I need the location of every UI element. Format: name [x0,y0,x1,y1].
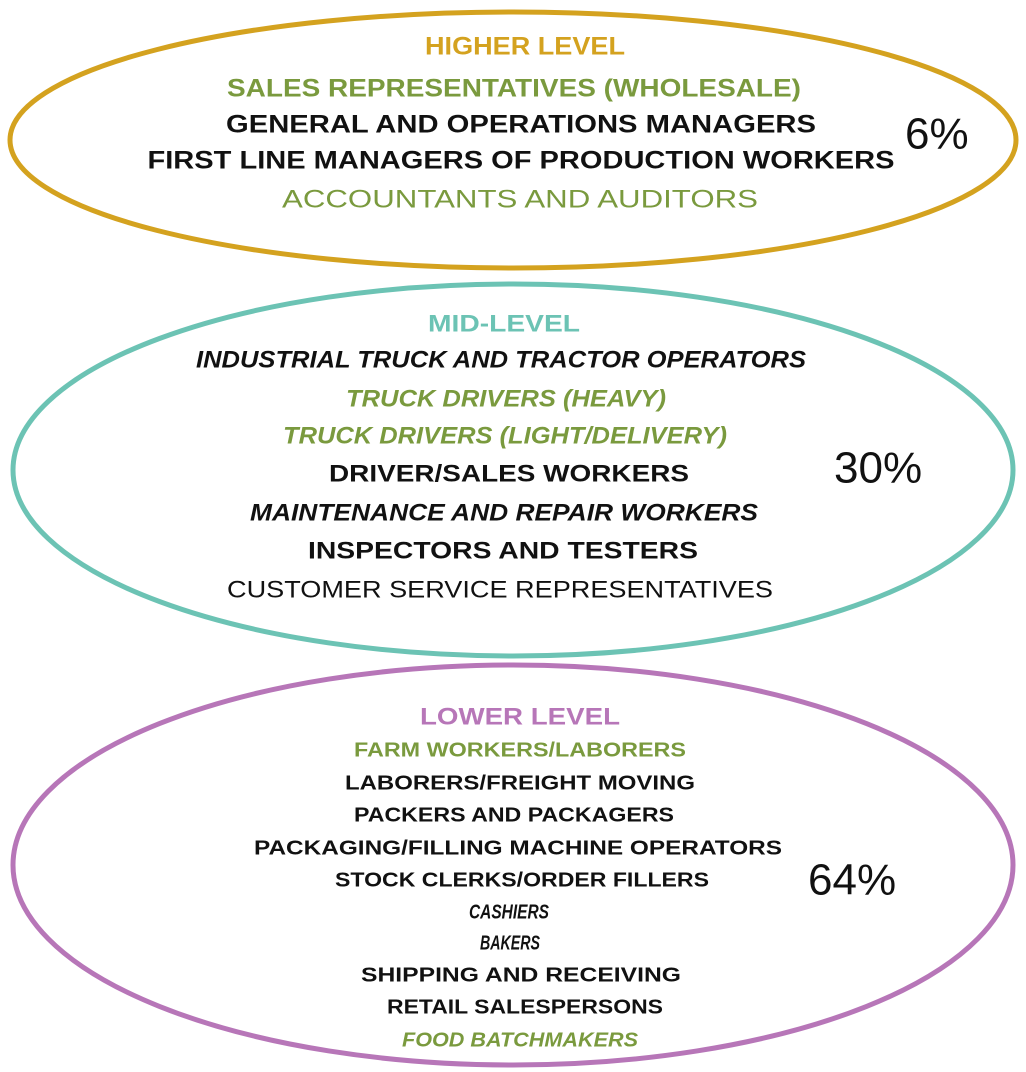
item: PACKERS AND PACKAGERS [354,804,674,826]
item: FARM WORKERS/LABORERS [354,739,686,761]
item: TRUCK DRIVERS (LIGHT/DELIVERY) [283,422,727,449]
mid-ellipse [10,281,1016,659]
item: SHIPPING AND RECEIVING [361,964,681,986]
item: SALES REPRESENTATIVES (WHOLESALE) [227,75,801,103]
item: ACCOUNTANTS AND AUDITORS [282,186,758,214]
item: FOOD BATCHMAKERS [402,1029,639,1051]
item: FIRST LINE MANAGERS OF PRODUCTION WORKER… [148,147,895,175]
lower-ellipse [10,662,1016,1068]
percent: 6% [905,110,969,159]
item: CASHIERS [469,901,550,923]
item: INSPECTORS AND TESTERS [308,537,698,564]
item: GENERAL AND OPERATIONS MANAGERS [226,111,816,139]
item: PACKAGING/FILLING MACHINE OPERATORS [254,837,782,859]
percent: 30% [834,444,922,493]
item: DRIVER/SALES WORKERS [329,460,689,487]
item: INDUSTRIAL TRUCK AND TRACTOR OPERATORS [196,346,806,373]
item: TRUCK DRIVERS (HEAVY) [346,385,666,412]
item: BAKERS [480,932,540,954]
item: CUSTOMER SERVICE REPRESENTATIVES [227,576,773,603]
item: RETAIL SALESPERSONS [387,996,663,1018]
item: MAINTENANCE AND REPAIR WORKERS [250,499,758,526]
level-title: HIGHER LEVEL [425,33,625,61]
level-title: LOWER LEVEL [420,703,620,730]
percent: 64% [808,856,896,905]
level-title: MID-LEVEL [428,310,580,337]
item: STOCK CLERKS/ORDER FILLERS [335,869,709,891]
higher-ellipse [7,9,1019,271]
item: LABORERS/FREIGHT MOVING [345,772,695,794]
